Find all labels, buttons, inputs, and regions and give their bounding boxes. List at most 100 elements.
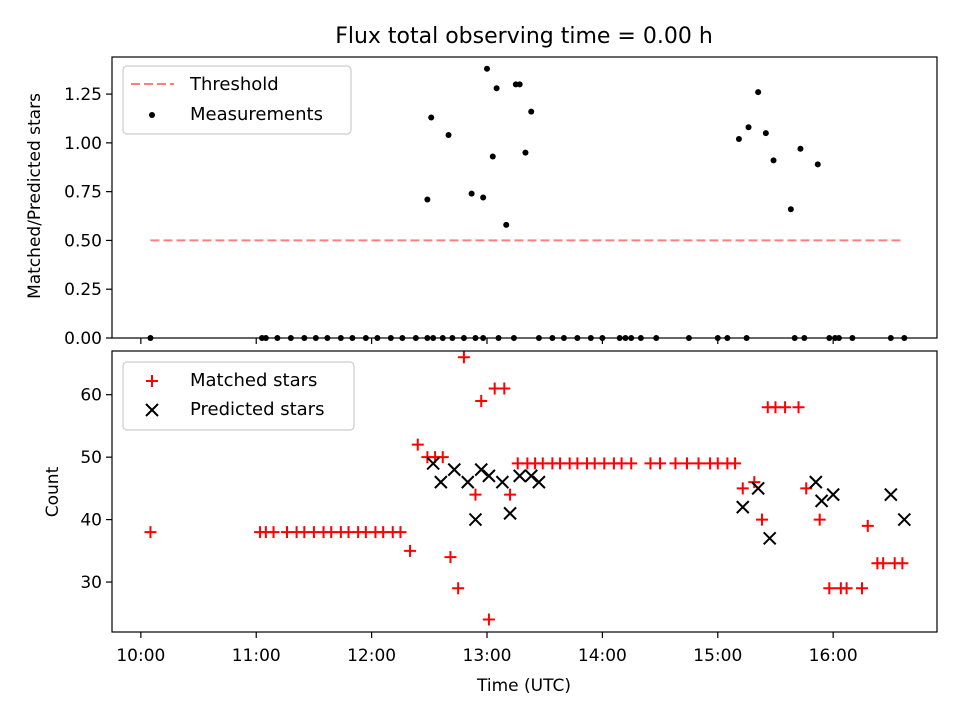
matched-star-point: [482, 613, 495, 626]
x-tick-label: 13:00: [463, 646, 512, 666]
matched-star-point: [394, 526, 407, 539]
matched-star-point: [856, 582, 868, 595]
predicted-star-point: [482, 469, 496, 483]
matched-star-point: [444, 551, 457, 564]
measurement-point: [445, 132, 452, 139]
matched-star-point: [669, 457, 682, 470]
measurement-point: [762, 130, 769, 137]
measurement-point: [516, 81, 523, 88]
top-panel: 0.00 0.25 0.50 0.75 1.00 1.25 Threshold Measure…: [64, 56, 938, 349]
predicted-star-point: [434, 475, 448, 489]
x-tick-label: 10:00: [116, 646, 165, 666]
matched-star-point: [504, 488, 517, 501]
measurement-point: [493, 85, 500, 92]
legend-predicted-swatch: [145, 403, 159, 417]
matched-star-point: [736, 482, 749, 495]
measurement-point: [814, 161, 821, 168]
matched-star-point: [877, 557, 890, 570]
matched-star-point: [792, 401, 805, 414]
predicted-star-point: [897, 512, 912, 527]
measurement-point: [480, 194, 487, 201]
top-legend-box: [122, 65, 352, 135]
x-tick-label: 11:00: [232, 646, 281, 666]
predicted-star-point: [468, 512, 483, 527]
predicted-star-point: [474, 462, 488, 477]
predicted-star-point: [524, 469, 538, 483]
measurement-point: [787, 206, 794, 213]
predicted-star-point: [751, 481, 765, 496]
measurement-point: [503, 221, 510, 228]
x-tick-label: 15:00: [693, 646, 742, 666]
measurement-point: [735, 135, 742, 142]
matched-star-point: [692, 457, 705, 470]
matched-star-point: [756, 513, 768, 526]
matched-star-point: [748, 476, 761, 489]
predicted-star-point: [826, 487, 840, 502]
top-y-axis-label: Matched/Predicted stars: [25, 93, 45, 299]
measurement-point: [468, 190, 475, 197]
top-frame: [111, 56, 938, 339]
predicted-star-point: [447, 462, 462, 477]
predicted-star-point: [461, 475, 475, 489]
predicted-star-point: [426, 456, 440, 471]
x-tick-label: 16:00: [809, 646, 858, 666]
x-tick-label: 14:00: [578, 646, 627, 666]
legend-predicted-label: Predicted stars: [190, 399, 324, 420]
top-y-tick-label: 0.00: [64, 329, 102, 349]
x-tick-label: 12:00: [347, 646, 396, 666]
matched-star-point: [779, 401, 792, 414]
predicted-star-point: [809, 475, 823, 489]
matched-star-point: [457, 351, 470, 364]
matched-star-point: [681, 457, 693, 470]
bottom-legend-box: [122, 361, 355, 431]
matched-star-point: [840, 582, 853, 595]
matched-star-point: [896, 557, 909, 570]
top-y-tick-label: 1.25: [64, 85, 102, 105]
bottom-legend: Matched stars Predicted stars: [122, 361, 355, 431]
matched-star-point: [475, 394, 488, 407]
matched-star-point: [469, 488, 482, 501]
bottom-frame: [111, 350, 938, 633]
top-legend: Threshold Measurements: [122, 65, 352, 135]
bottom-y-tick-label: 40: [80, 511, 102, 531]
matched-star-point: [861, 519, 874, 532]
matched-star-point: [498, 382, 511, 395]
predicted-star-point: [814, 494, 829, 508]
chart-title: Flux total observing time = 0.00 h: [335, 24, 713, 49]
bottom-y-tick-label: 30: [80, 573, 102, 593]
measurement-point: [770, 157, 777, 164]
measurement-point: [745, 124, 752, 131]
matched-star-point: [813, 513, 826, 526]
predicted-star-point: [503, 506, 517, 521]
bottom-y-tick-label: 60: [80, 386, 102, 406]
matched-star-point: [823, 582, 836, 595]
bottom-y-axis-label: Count: [43, 466, 63, 517]
matched-star-point: [144, 526, 157, 539]
matched-star-point: [267, 526, 280, 539]
matched-star-point: [452, 582, 465, 595]
predicted-star-point: [495, 475, 510, 489]
top-y-tick-label: 1.00: [64, 134, 102, 154]
x-axis-label: Time (UTC): [476, 676, 571, 696]
predicted-star-point: [762, 531, 777, 546]
matched-star-point: [404, 544, 417, 557]
legend-measurements-swatch: [149, 112, 155, 118]
measurement-point: [755, 89, 762, 96]
top-y-tick-label: 0.25: [64, 280, 102, 300]
measurement-point: [522, 149, 529, 156]
measurement-point: [489, 153, 496, 160]
predicted-star-point: [512, 469, 527, 483]
predicted-star-point: [736, 500, 750, 514]
bottom-y-tick-label: 50: [80, 448, 102, 468]
measurement-point: [528, 108, 535, 115]
matched-star-point: [411, 438, 424, 451]
top-y-tick-label: 0.75: [64, 183, 102, 203]
measurement-point: [484, 65, 490, 72]
predicted-star-point: [884, 487, 898, 502]
matched-star-point: [729, 457, 742, 470]
legend-matched-swatch: [146, 375, 158, 387]
matched-star-point: [625, 457, 638, 470]
legend-measurements-label: Measurements: [190, 104, 323, 125]
predicted-star-point: [532, 475, 546, 489]
